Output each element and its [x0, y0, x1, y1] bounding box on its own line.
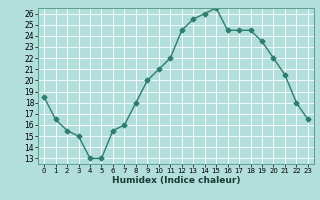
- X-axis label: Humidex (Indice chaleur): Humidex (Indice chaleur): [112, 176, 240, 185]
